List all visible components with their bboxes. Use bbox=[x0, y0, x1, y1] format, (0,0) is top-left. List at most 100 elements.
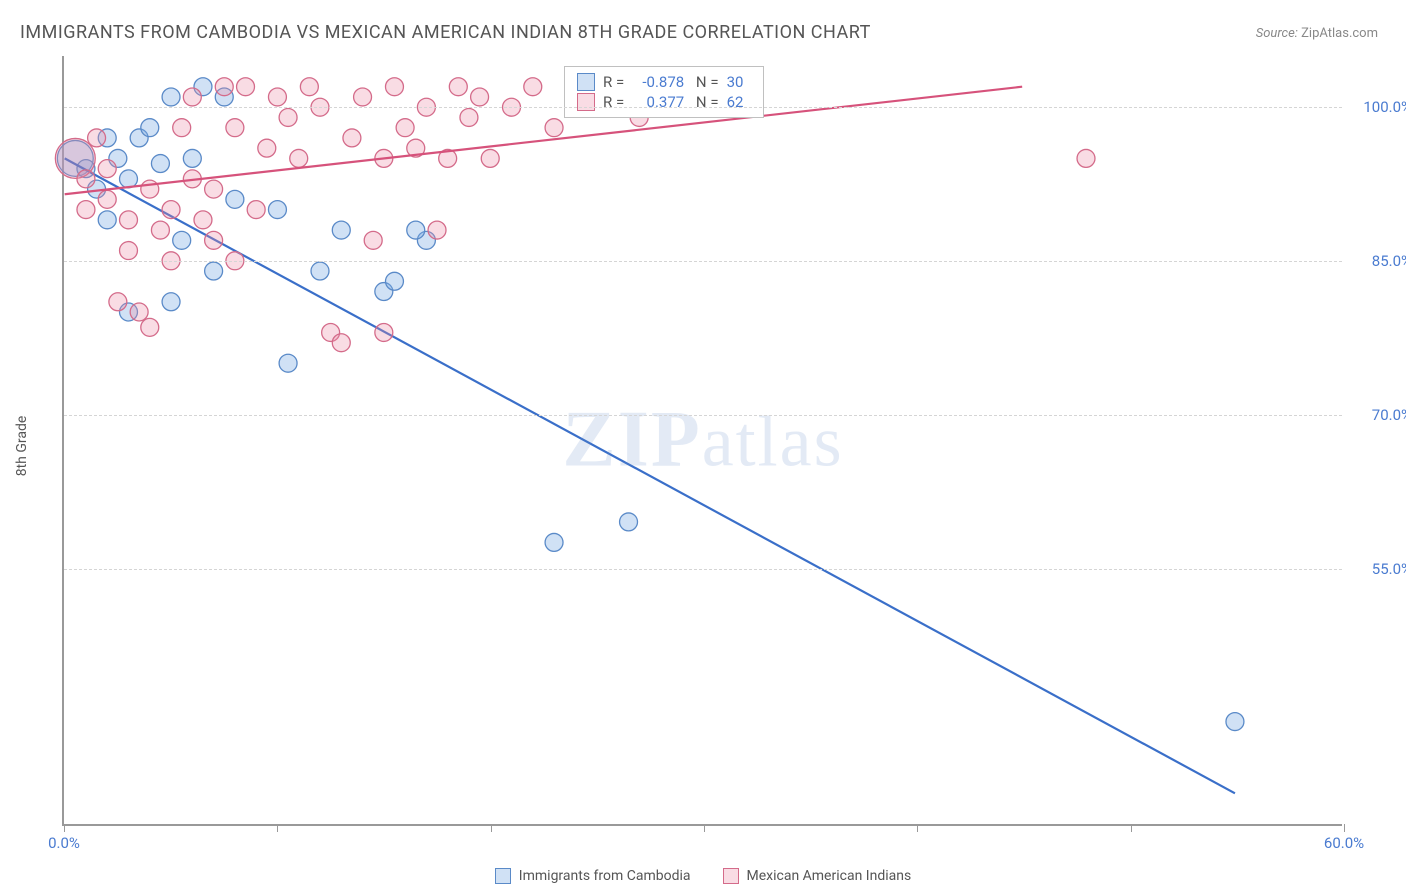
data-point bbox=[407, 221, 425, 239]
data-point bbox=[311, 262, 329, 280]
data-point bbox=[343, 129, 361, 147]
data-point bbox=[290, 149, 308, 167]
data-point bbox=[524, 78, 542, 96]
legend-label: Immigrants from Cambodia bbox=[519, 868, 691, 884]
gridline bbox=[64, 107, 1342, 108]
stat-n-value: 30 bbox=[727, 73, 751, 91]
data-point bbox=[183, 88, 201, 106]
data-point bbox=[205, 180, 223, 198]
stat-r-value: -0.878 bbox=[632, 73, 684, 91]
data-point bbox=[98, 160, 116, 178]
x-tick bbox=[704, 824, 705, 832]
data-point bbox=[173, 231, 191, 249]
data-point bbox=[120, 170, 138, 188]
x-tick bbox=[64, 824, 65, 832]
data-point bbox=[1077, 149, 1095, 167]
data-point bbox=[237, 78, 255, 96]
plot-area: ZIPatlas R =-0.878 N =30R =0.377 N =62 5… bbox=[62, 56, 1342, 826]
data-point bbox=[354, 88, 372, 106]
x-tick bbox=[917, 824, 918, 832]
data-point bbox=[364, 231, 382, 249]
data-point bbox=[268, 201, 286, 219]
stat-row: R = -0.878 N = 30 bbox=[577, 73, 751, 91]
data-point bbox=[141, 119, 159, 137]
data-point bbox=[471, 88, 489, 106]
data-point bbox=[449, 78, 467, 96]
data-point bbox=[98, 211, 116, 229]
data-point bbox=[428, 221, 446, 239]
data-point bbox=[141, 180, 159, 198]
data-point bbox=[88, 129, 106, 147]
legend-swatch bbox=[495, 868, 511, 884]
data-point bbox=[77, 201, 95, 219]
data-point bbox=[460, 108, 478, 126]
stat-r-label: R = bbox=[603, 73, 624, 91]
data-point bbox=[545, 533, 563, 551]
data-point bbox=[173, 119, 191, 137]
legend-item: Mexican American Indians bbox=[723, 868, 912, 884]
data-point bbox=[141, 318, 159, 336]
legend-swatch bbox=[723, 868, 739, 884]
y-tick-label: 85.0% bbox=[1352, 252, 1406, 270]
source-attribution: Source: ZipAtlas.com bbox=[1256, 26, 1378, 41]
data-point bbox=[130, 303, 148, 321]
data-point bbox=[396, 119, 414, 137]
data-point bbox=[226, 190, 244, 208]
data-point bbox=[545, 119, 563, 137]
data-point bbox=[215, 78, 233, 96]
data-point bbox=[268, 88, 286, 106]
gridline bbox=[64, 569, 1342, 570]
x-tick bbox=[1131, 824, 1132, 832]
data-point bbox=[620, 513, 638, 531]
y-tick-label: 100.0% bbox=[1352, 98, 1406, 116]
data-point bbox=[162, 293, 180, 311]
data-point bbox=[1226, 713, 1244, 731]
y-tick-label: 55.0% bbox=[1352, 560, 1406, 578]
x-tick-label: 60.0% bbox=[1324, 834, 1364, 852]
stat-n-label: N = bbox=[692, 73, 718, 91]
x-tick bbox=[277, 824, 278, 832]
data-point bbox=[77, 170, 95, 188]
data-point bbox=[162, 201, 180, 219]
data-point bbox=[183, 149, 201, 167]
data-point bbox=[300, 78, 318, 96]
x-tick bbox=[491, 824, 492, 832]
data-point bbox=[226, 119, 244, 137]
data-point bbox=[120, 211, 138, 229]
legend-item: Immigrants from Cambodia bbox=[495, 868, 691, 884]
gridline bbox=[64, 261, 1342, 262]
data-point bbox=[332, 221, 350, 239]
data-point bbox=[151, 221, 169, 239]
data-point bbox=[332, 334, 350, 352]
x-tick bbox=[1344, 824, 1345, 832]
data-point bbox=[205, 231, 223, 249]
data-point bbox=[205, 262, 223, 280]
legend: Immigrants from Cambodia Mexican American… bbox=[0, 868, 1406, 884]
chart-title: IMMIGRANTS FROM CAMBODIA VS MEXICAN AMER… bbox=[20, 22, 871, 43]
data-point bbox=[194, 211, 212, 229]
source-value: ZipAtlas.com bbox=[1301, 26, 1378, 41]
data-point bbox=[98, 190, 116, 208]
legend-label: Mexican American Indians bbox=[747, 868, 912, 884]
correlation-stat-box: R =-0.878 N =30R =0.377 N =62 bbox=[564, 66, 764, 118]
chart-svg bbox=[64, 56, 1342, 824]
data-point bbox=[120, 242, 138, 260]
y-tick-label: 70.0% bbox=[1352, 406, 1406, 424]
y-axis-label: 8th Grade bbox=[14, 416, 30, 477]
data-point bbox=[109, 293, 127, 311]
data-point bbox=[385, 272, 403, 290]
source-label: Source: bbox=[1256, 26, 1298, 41]
data-point bbox=[279, 108, 297, 126]
data-point bbox=[247, 201, 265, 219]
gridline bbox=[64, 415, 1342, 416]
regression-line bbox=[65, 87, 1023, 195]
data-point bbox=[385, 78, 403, 96]
data-point bbox=[279, 354, 297, 372]
data-point bbox=[375, 324, 393, 342]
data-point bbox=[258, 139, 276, 157]
data-point bbox=[151, 155, 169, 173]
legend-swatch bbox=[577, 73, 595, 91]
data-point bbox=[481, 149, 499, 167]
data-point bbox=[162, 88, 180, 106]
x-tick-label: 0.0% bbox=[48, 834, 80, 852]
